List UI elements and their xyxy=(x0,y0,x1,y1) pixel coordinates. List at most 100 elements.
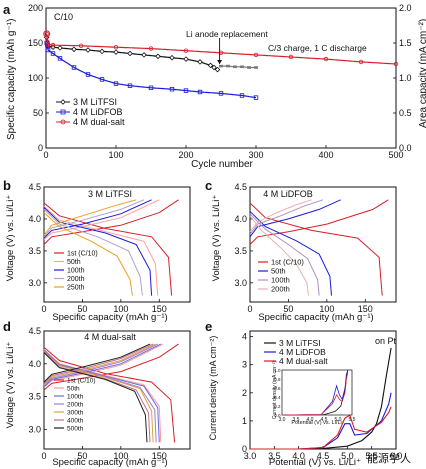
panel-a-point-2-11 xyxy=(169,87,175,92)
panel-a-y2tick-label-2: 1.0 xyxy=(399,73,412,83)
panel-c-xtick-label-3: 150 xyxy=(358,304,373,314)
panel-b-legend-label-4: 250th xyxy=(67,285,85,292)
panel-d-discharge-0 xyxy=(43,347,176,443)
panel-d-legend-label-5: 400th xyxy=(67,418,84,425)
panel-e-xlabel: Potential (V) vs. Li/Li⁺ xyxy=(269,457,361,468)
panel-b-xtick-label-1: 50 xyxy=(77,304,87,314)
panel-a-xtick-label-2: 200 xyxy=(178,150,193,160)
panel-a-point-2-5 xyxy=(71,65,77,70)
panel-c-charge-3 xyxy=(249,199,312,233)
panel-b-xlabel: Specific capacity (mAh g⁻¹) xyxy=(52,312,167,323)
panel-label-b: b xyxy=(3,178,11,193)
panel-c-legend-label-0: 1st (C/10) xyxy=(271,258,304,267)
panel-a-legend-marker-2 xyxy=(60,119,66,125)
panel-c-xlabel: Specific capacity (mAh g⁻¹) xyxy=(258,312,373,323)
panel-a-point-3-10 xyxy=(288,54,294,60)
panel-c-discharge-3 xyxy=(249,215,309,296)
panel-d-ytick-label-3: 4.5 xyxy=(28,326,41,336)
panel-b-discharge-3 xyxy=(43,209,143,296)
panel-a-y2tick-label-1: 0.5 xyxy=(399,108,412,118)
panel-b-ytick-label-3: 4.5 xyxy=(28,182,41,192)
panel-d-discharge-4 xyxy=(43,350,154,443)
panel-c-legend-label-3: 200th xyxy=(271,285,290,294)
panel-a-point-0-6 xyxy=(85,47,91,53)
panel-c-charge-1 xyxy=(249,199,341,238)
panel-d-xtick-label-1: 50 xyxy=(77,451,87,461)
panel-c-ytick-label-3: 4.5 xyxy=(234,182,247,192)
panel-d-xtick-label-3: 150 xyxy=(152,451,167,461)
panel-c-xtick-label-1: 50 xyxy=(283,304,293,314)
panel-a-xtick-label-1: 100 xyxy=(108,150,123,160)
panel-c-legend-label-2: 100th xyxy=(271,276,290,285)
panel-e-inset-ytick-4: 0.8 xyxy=(274,377,281,382)
panel-e-ytick-label-3: 3 xyxy=(242,360,247,370)
panel-d-ytick-label-0: 3.0 xyxy=(28,424,41,434)
panel-e-legend-label-0: 3 M LiTFSI xyxy=(279,338,321,348)
panel-label-e: e xyxy=(205,319,212,334)
panel-b-xtick-label-2: 100 xyxy=(113,304,128,314)
panel-a-point-2-12 xyxy=(183,88,189,93)
panel-a-point-2-16 xyxy=(253,95,259,100)
panel-c-title: 4 M LiDFOB xyxy=(263,189,313,199)
panel-b-legend-label-2: 100th xyxy=(67,268,85,275)
annotation-rate: C/3 charge, 1 C discharge xyxy=(268,43,367,53)
panel-a-xtick-label-0: 0 xyxy=(43,150,48,160)
panel-a-point-0-8 xyxy=(113,49,119,55)
panel-b-discharge-1 xyxy=(43,205,159,296)
panel-e-inset-ytick-3: 0.6 xyxy=(274,386,281,391)
panel-b-charge-1 xyxy=(43,199,160,240)
panel-a-point-2-3 xyxy=(50,51,56,56)
panel-e-inset-ytick-5: 1.0 xyxy=(274,368,281,373)
panel-a-point-3-5 xyxy=(113,45,119,50)
panel-a-ytick-label-0: 0 xyxy=(38,143,43,153)
panel-e-xtick-label-4: 5.0 xyxy=(341,451,354,461)
panel-d-ytick-label-1: 3.5 xyxy=(28,392,41,402)
panel-a-point-3-2 xyxy=(45,42,51,47)
panel-e-inset-series-1 xyxy=(281,369,349,416)
panel-e-ytick-label-0: 0 xyxy=(242,444,247,454)
panel-d-discharge-2 xyxy=(43,349,160,443)
panel-d-charge-1 xyxy=(43,343,164,388)
panel-c-discharge-0 xyxy=(249,202,383,296)
panel-a-point-1-1 xyxy=(226,64,230,68)
panel-a-series-3 xyxy=(46,33,396,65)
panel-d-legend-label-1: 50th xyxy=(67,386,80,393)
panel-a-point-0-15 xyxy=(207,62,214,69)
panel-a-legend-marker-1 xyxy=(60,109,66,115)
panel-a-point-1-3 xyxy=(240,65,244,69)
panel-a-point-0-11 xyxy=(155,53,161,60)
panel-a-point-1-0 xyxy=(219,64,223,68)
panel-a-y2tick-label-3: 1.5 xyxy=(399,38,412,48)
panel-a-legend-label-0: 3 M LiTFSI xyxy=(73,97,117,107)
panel-e-ytick-label-2: 2 xyxy=(242,388,247,398)
panel-b-legend-label-0: 1st (C/10) xyxy=(67,251,98,258)
panel-a-point-2-10 xyxy=(148,85,154,90)
panel-b-discharge-0 xyxy=(43,202,173,296)
panel-b-legend-label-1: 50th xyxy=(67,259,81,266)
panel-e-inset-ytick-0: 0.0 xyxy=(274,413,281,418)
panel-d-title: 4 M dual-salt xyxy=(84,332,136,342)
panel-a-point-0-13 xyxy=(183,56,189,62)
panel-d-xlabel: Specific capacity (mAh g⁻¹) xyxy=(52,457,167,468)
panel-d-legend-label-2: 100th xyxy=(67,394,84,401)
panel-d-legend-label-4: 300th xyxy=(67,410,84,417)
panel-a-xlabel: Cycle number xyxy=(191,159,253,170)
panel-a-point-3-0 xyxy=(44,31,49,37)
annotation-c10: C/10 xyxy=(54,12,73,22)
panel-b-title: 3 M LiTFSI xyxy=(88,189,132,199)
panel-e-legend-label-1: 4 M LiDFOB xyxy=(279,347,326,357)
panel-a-point-2-14 xyxy=(218,91,224,96)
panel-a-point-2-13 xyxy=(197,89,203,95)
panel-e-inset-xtick-1: 3.5 xyxy=(293,417,300,423)
panel-e-inset-xtick-0: 3.0 xyxy=(279,417,286,423)
panel-a-ytick-label-4: 200 xyxy=(28,3,43,13)
panel-b-discharge-2 xyxy=(43,207,153,296)
panel-d-legend-label-3: 200th xyxy=(67,402,84,409)
panel-a-point-2-8 xyxy=(113,81,119,86)
panel-a-point-0-17 xyxy=(214,66,221,73)
panel-e-xtick-label-6: 6.0 xyxy=(390,451,403,461)
panel-a-ytick-label-2: 100 xyxy=(28,73,43,83)
panel-d-charge-4 xyxy=(43,343,156,386)
panel-b-ytick-label-2: 4.0 xyxy=(28,214,41,224)
panel-d-charge-5 xyxy=(43,343,154,384)
